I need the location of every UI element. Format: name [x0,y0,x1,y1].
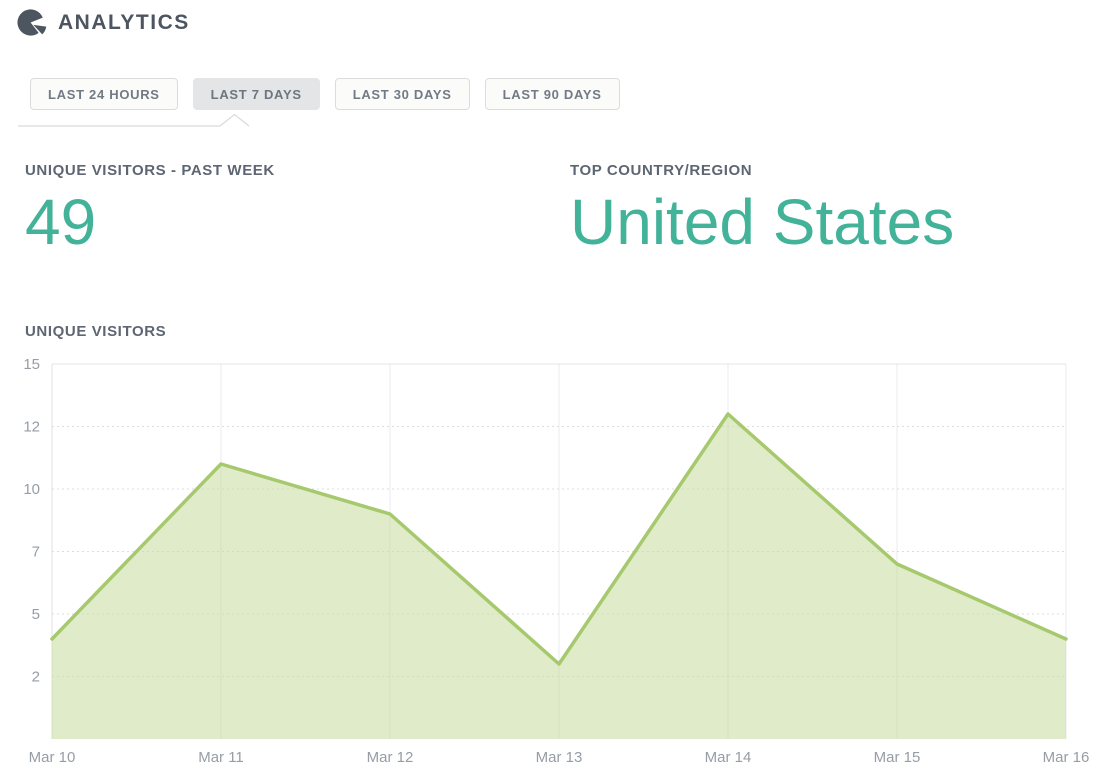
pie-chart-icon [17,9,47,36]
stat-label: TOP COUNTRY/REGION [570,162,753,179]
x-axis-tick-label: Mar 13 [536,749,583,766]
x-axis-tick-label: Mar 11 [198,749,244,766]
top-country-value: United States [570,186,955,258]
x-axis-tick-label: Mar 10 [29,749,76,766]
x-axis-tick-label: Mar 14 [705,749,752,766]
y-axis-tick-label: 5 [32,606,40,623]
time-range-tabs: LAST 24 HOURS LAST 7 DAYS LAST 30 DAYS LAST… [30,78,620,110]
y-axis-tick-label: 10 [23,481,40,498]
y-axis-tick-label: 2 [32,669,40,686]
x-axis-tick-label: Mar 12 [367,749,414,766]
tab-last-30-days[interactable]: LAST 30 DAYS [334,78,470,110]
unique-visitors-value: 49 [25,186,97,258]
x-axis-tick-label: Mar 15 [874,749,921,766]
chart-title: UNIQUE VISITORS [25,323,167,340]
stat-unique-visitors: UNIQUE VISITORS - PAST WEEK 49 [25,162,275,254]
tab-last-24-hours[interactable]: LAST 24 HOURS [30,78,178,110]
x-axis-tick-label: Mar 16 [1043,749,1090,766]
y-axis-tick-label: 12 [23,419,40,436]
stat-top-country: TOP COUNTRY/REGION United States [570,162,954,254]
page-title: ANALYTICS [58,11,190,34]
y-axis-tick-label: 7 [32,544,40,561]
app-header: ANALYTICS [17,8,190,38]
area-fill [52,414,1066,739]
y-axis-tick-label: 15 [23,356,40,373]
stat-label: UNIQUE VISITORS - PAST WEEK [25,162,275,179]
visitors-chart: 15 12 10 7 5 2 Mar 10 Mar 11 Mar 12 Mar 13 Mar 14 M… [23,356,1090,766]
active-tab-indicator [18,113,250,127]
tab-last-7-days[interactable]: LAST 7 DAYS [192,78,320,110]
tab-last-90-days[interactable]: LAST 90 DAYS [484,78,620,110]
data-line [50,412,1068,666]
